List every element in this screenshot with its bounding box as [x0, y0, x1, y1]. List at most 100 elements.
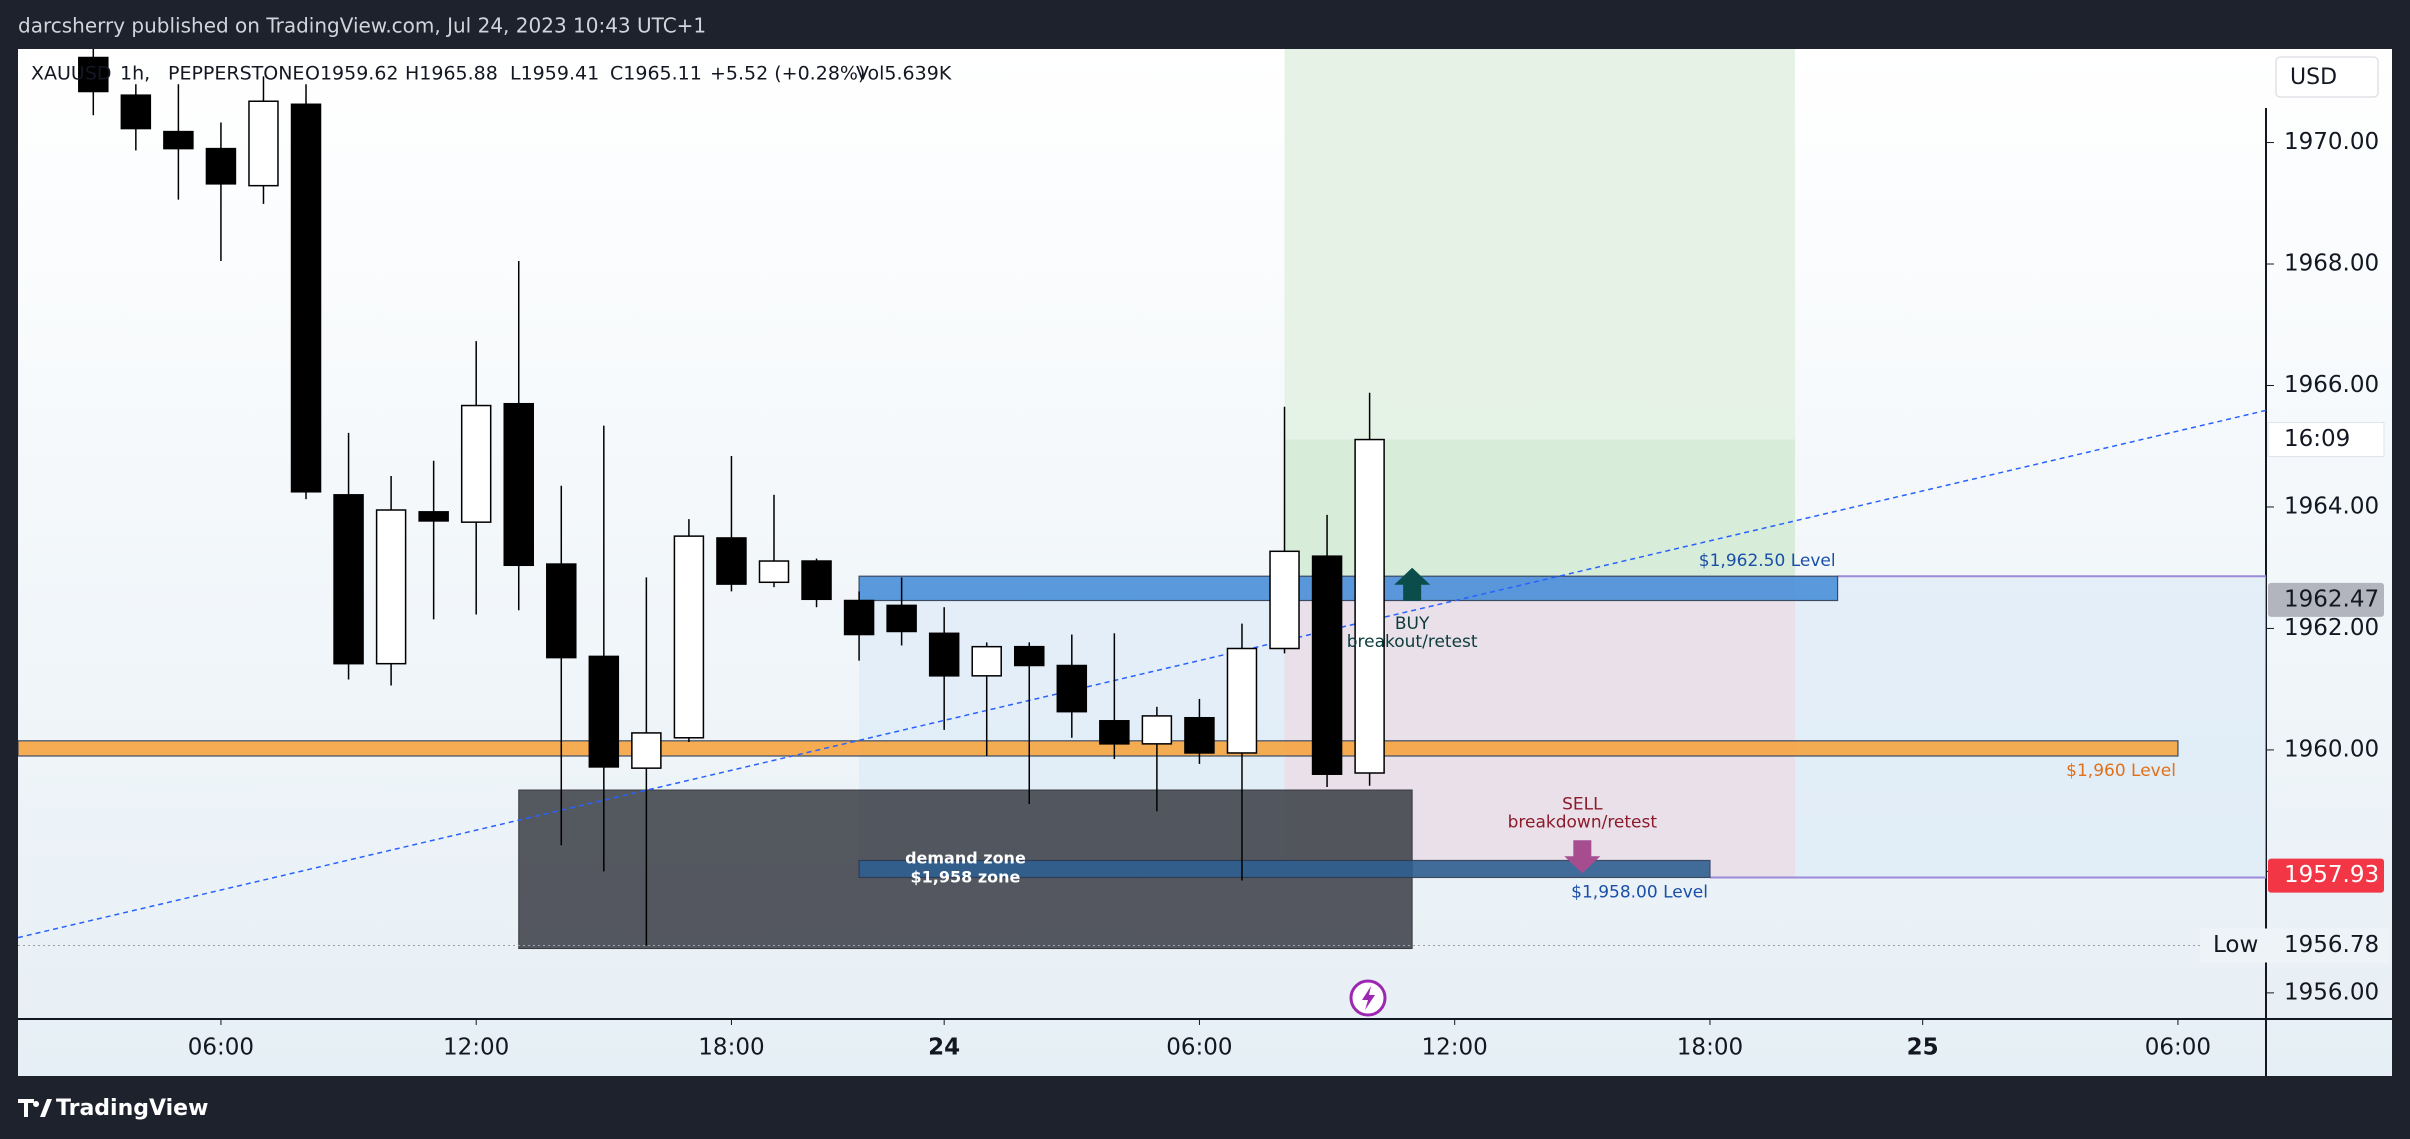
legend-open: O1959.62: [305, 63, 399, 85]
buy-arrow: [1394, 567, 1431, 601]
y-tick-label: 1956.00: [2284, 979, 2379, 1005]
candle-body: [248, 100, 279, 187]
candle: [78, 49, 109, 116]
candle-body: [205, 147, 237, 185]
plot-area: [18, 49, 2266, 950]
candle: [843, 591, 875, 661]
candle: [886, 577, 917, 646]
candle-body: [971, 645, 1002, 677]
price-label: 1957.93: [2284, 862, 2379, 888]
buy-label: breakout/retest: [1347, 632, 1478, 652]
candle-body: [1056, 664, 1088, 713]
candle: [290, 84, 322, 500]
countdown-box: [2267, 422, 2385, 458]
candle: [928, 607, 960, 730]
low-text: Low: [2213, 932, 2258, 958]
candle-body: [460, 404, 492, 523]
legend-volume: Vol5.639K: [856, 63, 952, 85]
y-tick-label: 1964.00: [2284, 493, 2379, 519]
candle-body: [375, 509, 407, 665]
candle: [163, 84, 194, 200]
legend-change: +5.52 (+0.28%): [710, 63, 865, 85]
candle-body: [1226, 647, 1258, 754]
level-label: $1,962.50 Level: [1699, 551, 1836, 571]
candle-body: [886, 604, 917, 633]
header: darcsherry published on TradingView.com,…: [18, 14, 706, 38]
candle-body: [120, 94, 152, 130]
x-tick-label: 12:00: [443, 1035, 509, 1061]
candle: [588, 425, 620, 872]
legend-interval: 1h,: [120, 63, 150, 85]
brand-logo: [18, 1099, 52, 1117]
candle: [716, 455, 747, 592]
candle: [1184, 698, 1215, 764]
candle: [1269, 406, 1300, 654]
x-tick-label: 18:00: [698, 1035, 764, 1061]
candle-body: [758, 560, 790, 584]
y-tick-label: 1970.00: [2284, 129, 2379, 155]
candle: [673, 519, 705, 743]
candle: [631, 577, 662, 946]
candle-body: [418, 511, 449, 522]
candle: [333, 432, 364, 680]
candle-body: [843, 599, 875, 636]
x-tick-label: 24: [928, 1035, 960, 1061]
countdown: 16:09: [2284, 426, 2350, 452]
candle-body: [1014, 645, 1045, 667]
legend-exchange: PEPPERSTONE: [168, 63, 304, 85]
brand: TradingView: [56, 1096, 208, 1121]
y-tick-label: 1962.00: [2284, 615, 2379, 641]
candle: [503, 260, 534, 611]
candle: [1014, 642, 1045, 804]
candle: [546, 485, 577, 846]
legend-close: C1965.11: [610, 63, 702, 85]
legend-high: H1965.88: [405, 63, 498, 85]
candle: [375, 475, 407, 686]
x-tick-label: 12:00: [1422, 1035, 1488, 1061]
candle: [1141, 706, 1173, 812]
price-label-box: [2268, 858, 2384, 893]
candle-body: [333, 494, 364, 665]
candle: [971, 642, 1002, 757]
demand-zone-label: demand zone: [905, 849, 1026, 868]
candle-body: [546, 563, 577, 659]
candle-body: [1184, 716, 1215, 754]
legend-low: L1959.41: [510, 63, 599, 85]
candle-body: [78, 56, 109, 93]
level-zone: [858, 575, 1839, 602]
level-zone: [18, 740, 2179, 757]
candle-body: [503, 402, 534, 567]
demand-zone-label: $1,958 zone: [911, 868, 1021, 887]
candle: [758, 494, 790, 588]
buy-label: BUY: [1395, 614, 1430, 634]
candle-body: [801, 560, 832, 601]
trendline: [18, 409, 2266, 939]
candle: [1226, 623, 1258, 881]
x-tick-label: 06:00: [1166, 1035, 1232, 1061]
lightning-icon[interactable]: [1349, 979, 1387, 1017]
x-tick-label: 06:00: [2145, 1035, 2211, 1061]
low-label-box: [2200, 928, 2390, 963]
level-label: $1,960 Level: [2066, 761, 2176, 781]
price-label: 1962.47: [2284, 586, 2379, 612]
y-tick-label: 1968.00: [2284, 251, 2379, 277]
candle-body: [716, 537, 747, 585]
legend-symbol: XAUUSD: [31, 63, 112, 85]
low-label: 1956.78: [2284, 932, 2379, 958]
price-label-box: [2268, 582, 2384, 617]
level-label: $1,958.00 Level: [1571, 882, 1708, 902]
candle-body: [163, 130, 194, 150]
candle-body: [1269, 550, 1300, 650]
y-tick-label: 1960.00: [2284, 736, 2379, 762]
candle-body: [588, 655, 620, 768]
sell-label: SELL: [1562, 794, 1603, 814]
candle: [205, 122, 237, 261]
candle: [801, 558, 832, 608]
candle-body: [928, 632, 960, 677]
candle: [460, 341, 492, 615]
candle-body: [1141, 715, 1173, 745]
sell-arrow: [1564, 840, 1601, 874]
x-tick-label: 25: [1907, 1035, 1939, 1061]
candle: [1099, 633, 1130, 760]
candle: [1354, 392, 1385, 786]
